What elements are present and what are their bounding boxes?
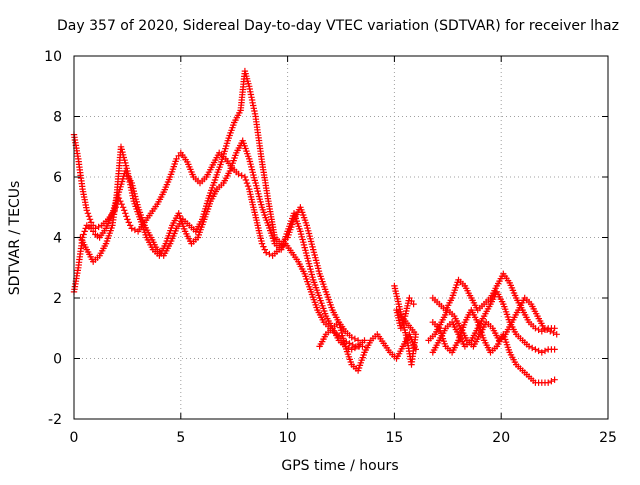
data-point [84,210,92,217]
y-tick-label: 10 [44,49,62,65]
data-point [535,326,542,333]
data-point [81,228,88,235]
x-tick-label: 15 [385,430,403,446]
x-tick-label: 10 [279,430,297,446]
data-point [119,204,127,211]
data-point [258,240,266,247]
data-point [399,319,407,326]
data-point [551,325,558,332]
data-point [83,207,90,214]
x-tick-label: 5 [176,430,185,446]
data-point [532,346,539,353]
series-track-g [429,288,558,356]
y-tick-label: 0 [53,352,62,368]
y-tick-label: 2 [53,291,62,307]
data-point [541,347,549,355]
data-point [242,176,250,184]
data-point [348,346,355,353]
chart-title: Day 357 of 2020, Sidereal Day-to-day VTE… [57,18,619,34]
data-point [535,347,542,355]
data-point [261,246,268,253]
data-point [361,337,368,344]
data-point [123,213,130,220]
data-point [131,226,139,234]
data-point [398,322,406,329]
data-point [545,379,552,386]
series-track-c [77,137,368,353]
marks-layer [70,67,560,386]
data-point [550,329,557,336]
data-point [127,222,134,229]
data-point [543,326,551,333]
x-tick-label: 0 [70,430,79,446]
y-tick-label: -2 [48,412,62,428]
data-point [525,343,533,350]
x-axis-title: GPS time / hours [281,458,398,474]
ticks-layer: 0 5 10 15 20 25 -2 0 2 4 6 8 10 [44,49,617,446]
data-point [235,170,242,178]
series-track-i [425,294,560,350]
data-point [122,210,129,217]
data-point [238,172,245,179]
data-point [95,223,102,231]
data-point [260,243,267,250]
data-point [547,328,554,335]
data-point [548,378,555,385]
data-point [351,335,359,342]
data-point [125,219,132,226]
data-point [118,201,125,208]
data-point [354,337,362,344]
y-tick-label: 6 [53,170,62,186]
x-tick-label: 25 [599,430,617,446]
data-point [124,216,131,223]
data-point [400,316,408,323]
y-tick-label: 8 [53,110,62,126]
data-point [121,207,128,214]
data-point [351,344,359,352]
data-point [410,300,417,308]
data-point [263,249,270,256]
series-track-e [391,282,419,368]
data-point [553,331,560,338]
data-point [80,231,87,238]
data-point [128,225,135,232]
series-track-f [429,270,558,335]
data-point [529,344,536,352]
data-point [538,349,545,356]
data-point [244,182,252,190]
x-tick-label: 20 [492,430,510,446]
y-axis-title: SDTVAR / TECUs [7,181,23,296]
data-point [397,325,404,332]
data-point [241,173,249,181]
data-point [86,216,94,223]
data-point [551,376,558,383]
data-point [551,346,558,353]
y-tick-label: 4 [53,231,62,247]
data-point [348,334,355,341]
data-point [243,179,251,187]
data-point [82,225,89,232]
data-point [85,213,93,220]
